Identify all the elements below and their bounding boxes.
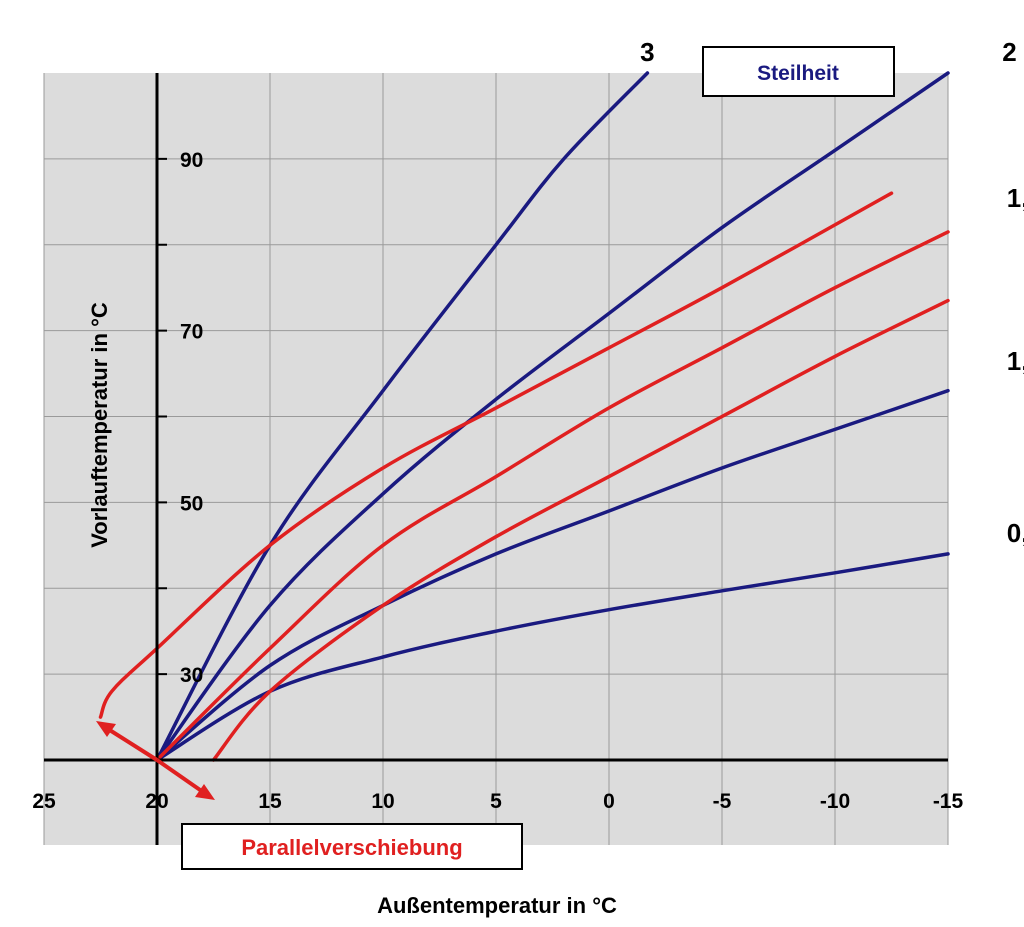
shift-arrow-left <box>106 727 159 762</box>
slope-label: 3 <box>640 37 654 67</box>
y-tick-label: 70 <box>180 321 203 344</box>
x-tick-label: 10 <box>371 790 394 813</box>
y-axis-title: Vorlauftemperatur in °C <box>87 302 112 548</box>
slope-label: 0,5 <box>1007 518 1024 548</box>
x-tick-label: 0 <box>603 790 615 813</box>
axes <box>44 73 948 845</box>
heating-curve-2 <box>155 71 950 762</box>
shift-box: Parallelverschiebung <box>181 823 523 870</box>
shift-arrow-right-head <box>195 784 215 800</box>
shift-arrow-right <box>155 758 205 794</box>
shifted-curve-6 <box>98 191 894 719</box>
shift-arrow-left-head <box>96 721 116 737</box>
y-tick-label: 90 <box>180 149 203 172</box>
curves <box>98 71 950 762</box>
heating-curve-1 <box>155 388 950 762</box>
y-tick-label: 30 <box>180 664 203 687</box>
slope-box-label: Steilheit <box>757 62 839 85</box>
x-tick-label: -5 <box>713 790 732 813</box>
x-tick-label: 15 <box>258 790 282 813</box>
series-labels: 3 2 1,5 1,0 0,5 <box>640 37 1024 548</box>
slope-label: 2 <box>1002 37 1016 67</box>
x-tick-label: 5 <box>490 790 502 813</box>
shifted-curve-4 <box>211 298 950 762</box>
shift-arrows <box>96 721 215 800</box>
slope-label: 1,5 <box>1007 183 1024 213</box>
slope-label: 1,0 <box>1007 346 1024 376</box>
y-tick-label: 50 <box>180 492 203 515</box>
x-tick-label: -10 <box>820 790 850 813</box>
heating-curve-3 <box>155 71 650 762</box>
slope-box: Steilheit <box>702 46 895 97</box>
shift-box-label: Parallelverschiebung <box>241 835 462 860</box>
shifted-curve-5 <box>155 230 950 762</box>
x-tick-label: -15 <box>933 790 964 813</box>
x-axis-title: Außentemperatur in °C <box>377 893 617 918</box>
x-tick-label: 20 <box>145 790 168 813</box>
x-tick-label: 25 <box>32 790 56 813</box>
